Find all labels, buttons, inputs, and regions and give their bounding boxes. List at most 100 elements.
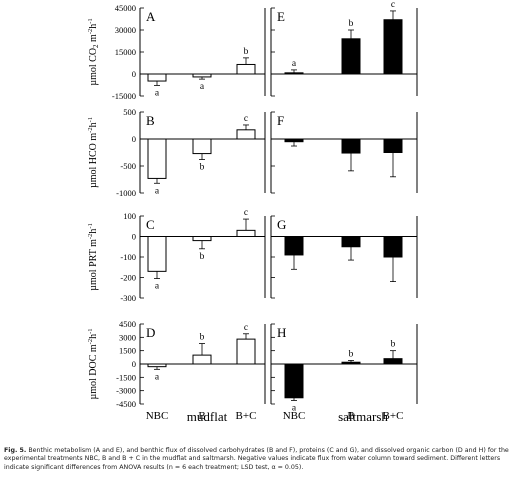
panel-b-bar-b bbox=[192, 138, 212, 155]
panel-b-ylabel-m: m bbox=[88, 133, 99, 144]
panel-d-category-1: B bbox=[198, 410, 205, 422]
panel-d-sig-letter-0: a bbox=[155, 372, 160, 382]
panel-c-ylabel-prefix: µmol PRT bbox=[88, 249, 99, 290]
panel-b-ylabel-h: h bbox=[88, 122, 99, 127]
panel-c-ytick-label-2: -100 bbox=[120, 252, 136, 262]
panel-d-ylabel-h: h bbox=[88, 334, 99, 339]
panel-b-sig-letter-2: c bbox=[244, 114, 248, 124]
panel-f: F bbox=[270, 111, 418, 194]
caption-text: Benthic metabolism (A and E), and benthi… bbox=[4, 447, 509, 471]
panel-g-bar-nbc bbox=[284, 236, 304, 256]
panel-c-ylabel-h: h bbox=[88, 229, 99, 234]
panel-a-ylabel-m: m bbox=[88, 34, 99, 45]
panel-h-bar-bplusc bbox=[383, 358, 403, 365]
panel-d-ytick-label-0: 4500 bbox=[119, 319, 136, 329]
panel-b: 500 0 -500 -1000 Ba b c µmol HCO m-2h-1 bbox=[87, 107, 266, 198]
panel-a-sig-letter-2: b bbox=[244, 47, 249, 57]
panel-d-ylabel-exp-h: -1 bbox=[87, 328, 94, 333]
panel-f-letter: F bbox=[277, 113, 284, 128]
panel-b-ytick-label-1: 0 bbox=[132, 134, 136, 144]
panel-d-ytick-label-3: 0 bbox=[132, 359, 136, 369]
panel-b-bar-bplusc bbox=[236, 129, 256, 140]
panel-d-category-2: B+C bbox=[236, 410, 257, 422]
panel-a-ylabel-exp-m: -2 bbox=[87, 29, 94, 34]
panel-e-sig-letter-1: b bbox=[349, 19, 354, 29]
panel-g-bar-b bbox=[341, 236, 361, 248]
panel-a-sig-letter-0: a bbox=[155, 88, 160, 98]
panel-c-sig-letter-2: c bbox=[244, 208, 248, 218]
panel-a-ytick-label-3: 0 bbox=[132, 69, 136, 79]
habitat-label-mudflat: mudflat bbox=[187, 409, 228, 424]
panel-d-bar-bplusc bbox=[236, 338, 256, 365]
panel-c-ylabel: µmol PRT m-2h-1 bbox=[87, 223, 99, 291]
panel-e-bar-nbc bbox=[284, 72, 304, 75]
panel-d-bar-nbc bbox=[147, 363, 167, 368]
panel-d: 4500 3000 1500 0 -1500 -3000 -4500 Da b c µmol DOC… bbox=[87, 319, 266, 422]
panel-d-letter: D bbox=[146, 325, 155, 340]
panel-d-ylabel-prefix: µmol DOC bbox=[88, 354, 99, 399]
panel-h-category-0: NBC bbox=[283, 410, 306, 422]
panel-d-sig-letter-1: b bbox=[200, 333, 205, 343]
panel-a-ylabel-exp-h: -1 bbox=[87, 18, 94, 23]
panel-a-ytick-label-1: 30000 bbox=[115, 25, 136, 35]
panel-d-ytick-label-5: -3000 bbox=[116, 386, 136, 396]
panel-b-ytick-label-2: -500 bbox=[120, 161, 136, 171]
panel-e-letter: E bbox=[277, 9, 285, 24]
panel-e-sig-letter-2: c bbox=[391, 0, 395, 10]
panel-f-bar-b bbox=[341, 138, 361, 154]
panel-c: 100 0 -100 -200 -300 Ca b c µmol PRT m-2h-1 bbox=[87, 208, 266, 303]
panel-c-ylabel-exp-m: -2 bbox=[87, 234, 94, 239]
panel-h-category-2: B+C bbox=[383, 410, 404, 422]
panel-g: G bbox=[270, 215, 418, 299]
panel-c-ytick-label-0: 100 bbox=[123, 211, 136, 221]
panel-d-ytick-label-6: -4500 bbox=[116, 399, 136, 409]
panel-a-bar-nbc bbox=[147, 73, 167, 82]
panel-d-ytick-label-1: 3000 bbox=[119, 332, 136, 342]
caption-label: Fig. 5. bbox=[4, 447, 27, 454]
panel-b-ytick-label-0: 500 bbox=[123, 107, 136, 117]
panel-d-ytick-label-4: -1500 bbox=[116, 372, 136, 382]
panel-a-bar-bplusc bbox=[236, 63, 256, 75]
panel-a-ylabel-prefix: µmol CO bbox=[88, 48, 99, 86]
panel-h-sig-letter-1: b bbox=[349, 349, 354, 359]
panel-c-bar-b bbox=[192, 236, 212, 242]
panel-e-bar-bplusc bbox=[383, 19, 403, 75]
panel-c-ytick-label-1: 0 bbox=[132, 232, 136, 242]
panel-a-letter: A bbox=[146, 9, 156, 24]
panel-e-bar-b bbox=[341, 38, 361, 75]
panel-f-bar-bplusc bbox=[383, 138, 403, 153]
panel-d-category-0: NBC bbox=[146, 410, 169, 422]
panel-d-ylabel-m: m bbox=[88, 344, 99, 355]
panel-b-sig-letter-0: a bbox=[155, 186, 160, 196]
panel-b-ylabel-exp-m: -2 bbox=[87, 127, 94, 132]
panel-d-sig-letter-2: c bbox=[244, 323, 248, 333]
habitat-label-saltmarsh: saltmarsh bbox=[338, 409, 388, 424]
panel-a-ytick-label-2: 15000 bbox=[115, 47, 136, 57]
panel-b-ylabel: µmol HCO m-2h-1 bbox=[87, 117, 99, 188]
panel-h-letter: H bbox=[277, 325, 286, 340]
panel-d-bar-b bbox=[192, 354, 212, 365]
panel-a-bar-b bbox=[192, 73, 212, 78]
panel-b-letter: B bbox=[146, 113, 155, 128]
panel-b-ylabel-prefix: µmol HCO bbox=[88, 143, 99, 188]
panel-c-letter: C bbox=[146, 217, 155, 232]
panel-h-bar-nbc bbox=[284, 363, 304, 399]
panel-e: Ea b c bbox=[270, 0, 418, 97]
panel-d-ylabel: µmol DOC m-2h-1 bbox=[87, 328, 99, 399]
panel-a: 45000 30000 15000 0 -15000 Aa a b µmol CO2 m-2h-… bbox=[87, 3, 266, 101]
figure-caption: Fig. 5. Benthic metabolism (A and E), an… bbox=[4, 447, 513, 472]
panel-b-ylabel-exp-h: -1 bbox=[87, 117, 94, 122]
panel-f-bar-nbc bbox=[284, 138, 304, 143]
panel-c-ytick-label-4: -300 bbox=[120, 293, 136, 303]
panel-c-sig-letter-1: b bbox=[200, 252, 205, 262]
panel-c-ytick-label-3: -200 bbox=[120, 273, 136, 283]
panel-d-ytick-label-2: 1500 bbox=[119, 346, 136, 356]
panel-a-ylabel-h: h bbox=[88, 24, 99, 29]
panel-g-bar-bplusc bbox=[383, 236, 403, 258]
panel-c-ylabel-m: m bbox=[88, 239, 99, 250]
panel-g-letter: G bbox=[277, 217, 286, 232]
panel-h-sig-letter-0: a bbox=[292, 403, 297, 413]
panel-a-sig-letter-1: a bbox=[200, 82, 205, 92]
